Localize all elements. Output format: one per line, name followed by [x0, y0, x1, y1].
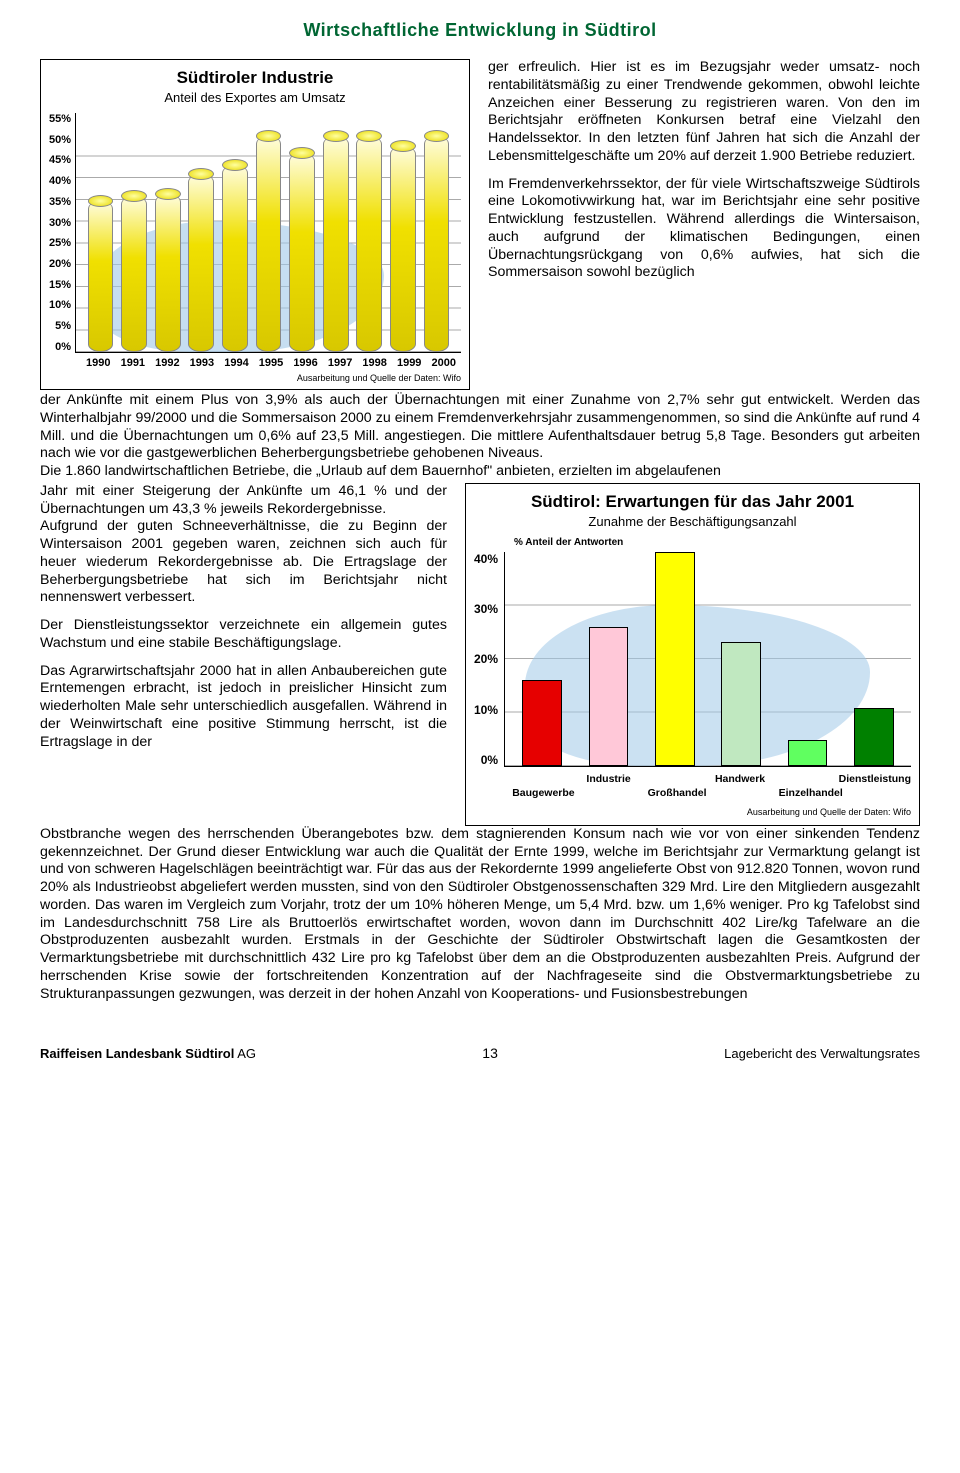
x-tick-label: 1993 — [185, 357, 220, 369]
y-tick-label: 15% — [49, 279, 71, 291]
top-right-text: ger erfreulich. Hier ist es im Bezugsjah… — [488, 59, 920, 282]
chart1-title: Südtiroler Industrie — [49, 68, 461, 88]
chart1-plot — [75, 113, 461, 353]
y-tick-label: 40% — [49, 175, 71, 187]
chart1-bar — [356, 136, 382, 352]
chart1-box: Südtiroler Industrie Anteil des Exportes… — [40, 59, 470, 390]
chart2-y-note: % Anteil der Antworten — [514, 537, 911, 548]
paragraph: Die 1.860 landwirtschaftlichen Betriebe,… — [40, 463, 721, 479]
y-tick-label: 20% — [49, 258, 71, 270]
y-tick-label: 55% — [49, 113, 71, 125]
x-tick-label — [710, 787, 777, 799]
paragraph: Der Dienstleistungssektor verzeichnete e… — [40, 617, 447, 653]
x-tick-label: Großhandel — [644, 787, 711, 799]
chart2-footer: Ausarbeitung und Quelle der Daten: Wifo — [474, 807, 911, 817]
y-tick-label: 5% — [49, 320, 71, 332]
x-tick-label: 1998 — [357, 357, 392, 369]
chart1-bar — [424, 136, 450, 352]
y-tick-label: 35% — [49, 196, 71, 208]
chart2-title: Südtirol: Erwartungen für das Jahr 2001 — [474, 492, 911, 512]
top-section: Südtiroler Industrie Anteil des Exportes… — [40, 59, 920, 390]
x-tick-label: Industrie — [576, 773, 642, 785]
x-tick-label: 1997 — [323, 357, 358, 369]
chart2-bar — [788, 740, 828, 766]
chart2-bar — [721, 642, 761, 766]
y-tick-label: 45% — [49, 154, 71, 166]
x-tick-label — [510, 773, 576, 785]
y-tick-label: 10% — [474, 703, 498, 717]
x-tick-label — [577, 787, 644, 799]
chart1-bar — [121, 196, 147, 352]
x-tick-label: 1990 — [81, 357, 116, 369]
footer-left-suffix: AG — [234, 1046, 256, 1061]
x-tick-label: Handwerk — [707, 773, 773, 785]
chart1-bars — [84, 113, 454, 352]
paragraph: Aufgrund der guten Schneeverhältnisse, d… — [40, 518, 447, 607]
x-tick-label — [641, 773, 707, 785]
chart1-bar — [323, 136, 349, 352]
paragraph: Im Fremdenverkehrssektor, der für viele … — [488, 176, 920, 283]
paragraph: Das Agrarwirtschaftsjahr 2000 hat in all… — [40, 663, 447, 752]
chart1-bar — [256, 136, 282, 352]
y-tick-label: 50% — [49, 134, 71, 146]
x-tick-label — [844, 787, 911, 799]
footer-left: Raiffeisen Landesbank Südtirol AG — [40, 1046, 256, 1061]
bottom-text: Obstbranche wegen des herrschenden Übera… — [40, 826, 920, 1004]
page-title: Wirtschaftliche Entwicklung in Südtirol — [40, 20, 920, 41]
page-footer: Raiffeisen Landesbank Südtirol AG 13 Lag… — [40, 1045, 920, 1061]
y-tick-label: 25% — [49, 237, 71, 249]
mid-section: Jahr mit einer Steigerung der Ankünfte u… — [40, 483, 920, 826]
chart1-subtitle: Anteil des Exportes am Umsatz — [49, 90, 461, 105]
chart2-bar — [854, 708, 894, 766]
y-tick-label: 20% — [474, 652, 498, 666]
y-tick-label: 0% — [49, 341, 71, 353]
footer-left-bold: Raiffeisen Landesbank Südtirol — [40, 1046, 234, 1061]
chart1-bar — [88, 201, 114, 352]
x-tick-label — [773, 773, 839, 785]
chart1-footer: Ausarbeitung und Quelle der Daten: Wifo — [49, 373, 461, 383]
y-tick-label: 30% — [474, 602, 498, 616]
chart1-bar — [289, 153, 315, 352]
y-tick-label: 40% — [474, 552, 498, 566]
chart1-bar — [188, 174, 214, 352]
chart1-bar — [390, 146, 416, 352]
chart2-bar — [522, 680, 562, 766]
chart2-bars — [505, 552, 911, 766]
full-width-text-1: der Ankünfte mit einem Plus von 3,9% als… — [40, 392, 920, 463]
paragraph: Jahr mit einer Steigerung der Ankünfte u… — [40, 483, 447, 519]
footer-right: Lagebericht des Verwaltungsrates — [724, 1046, 920, 1061]
chart2-x-axis: Industrie Handwerk Dienstleistung Baugewer… — [510, 773, 911, 803]
chart2-plot — [504, 552, 911, 767]
chart2-subtitle: Zunahme der Beschäftigungsanzahl — [474, 514, 911, 529]
x-tick-label: 1999 — [392, 357, 427, 369]
paragraph: ger erfreulich. Hier ist es im Bezugsjah… — [488, 59, 920, 166]
paragraph: Obstbranche wegen des herrschenden Übera… — [40, 826, 920, 1002]
mid-left-text: Jahr mit einer Steigerung der Ankünfte u… — [40, 483, 447, 752]
chart1-x-axis: 1990199119921993199419951996199719981999… — [81, 357, 461, 369]
chart2-y-axis: 40% 30% 20% 10% 0% — [474, 552, 504, 767]
chart1-area: 55% 50% 45% 40% 35% 30% 25% 20% 15% 10% 5% 0% — [49, 113, 461, 353]
x-tick-label: Baugewerbe — [510, 787, 577, 799]
chart1-bar — [222, 165, 248, 352]
full-width-text-2: Die 1.860 landwirtschaftlichen Betriebe,… — [40, 463, 920, 481]
paragraph: der Ankünfte mit einem Plus von 3,9% als… — [40, 392, 920, 461]
chart2-area: 40% 30% 20% 10% 0% — [474, 552, 911, 767]
x-tick-label: 1992 — [150, 357, 185, 369]
x-tick-label: Einzelhandel — [777, 787, 844, 799]
footer-page-number: 13 — [482, 1045, 498, 1061]
x-tick-label: 1994 — [219, 357, 254, 369]
y-tick-label: 10% — [49, 299, 71, 311]
x-tick-label: 1991 — [116, 357, 151, 369]
x-tick-label: 2000 — [426, 357, 461, 369]
chart1-bar — [155, 194, 181, 352]
x-tick-label: 1996 — [288, 357, 323, 369]
chart2-box: Südtirol: Erwartungen für das Jahr 2001 … — [465, 483, 920, 826]
x-tick-label: Dienstleistung — [839, 773, 911, 785]
x-tick-label: 1995 — [254, 357, 289, 369]
chart2-bar — [589, 627, 629, 766]
chart1-y-axis: 55% 50% 45% 40% 35% 30% 25% 20% 15% 10% 5% 0% — [49, 113, 75, 353]
y-tick-label: 0% — [474, 753, 498, 767]
y-tick-label: 30% — [49, 217, 71, 229]
chart2-bar — [655, 552, 695, 766]
